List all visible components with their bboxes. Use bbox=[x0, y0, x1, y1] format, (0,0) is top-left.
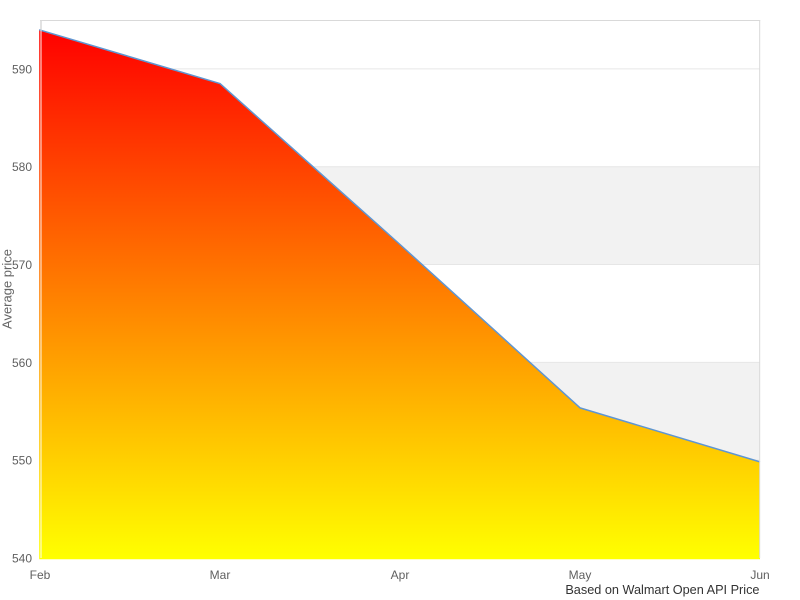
svg-text:Apr: Apr bbox=[391, 568, 410, 582]
svg-text:560: 560 bbox=[12, 356, 32, 370]
svg-text:Feb: Feb bbox=[30, 568, 51, 582]
svg-text:580: 580 bbox=[12, 160, 32, 174]
svg-text:Based on Walmart Open API Pric: Based on Walmart Open API Price bbox=[565, 583, 759, 597]
svg-text:540: 540 bbox=[12, 551, 32, 565]
svg-text:Jun: Jun bbox=[750, 568, 769, 582]
svg-text:Mar: Mar bbox=[210, 568, 231, 582]
svg-text:590: 590 bbox=[12, 62, 32, 76]
svg-text:Average price: Average price bbox=[0, 249, 15, 329]
svg-text:550: 550 bbox=[12, 454, 32, 468]
svg-text:May: May bbox=[569, 568, 592, 582]
svg-text:570: 570 bbox=[12, 258, 32, 272]
